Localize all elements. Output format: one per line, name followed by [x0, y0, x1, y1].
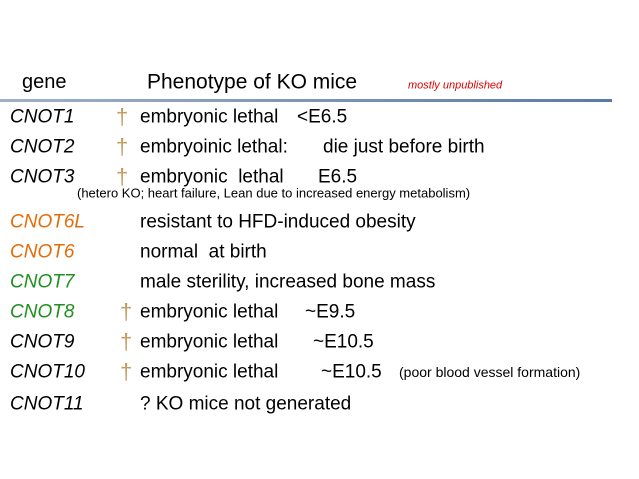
lethal-mark: † [120, 299, 133, 324]
lethal-mark: † [116, 164, 129, 189]
phenotype: embryoinic lethal: [140, 136, 288, 158]
lethal-mark: † [116, 134, 129, 159]
gene-name: CNOT11 [10, 393, 84, 415]
title-note: mostly unpublished [408, 79, 503, 92]
lethal-mark: † [120, 359, 133, 384]
phenotype: embryonic lethal [140, 106, 279, 128]
phenotype: normal at birth [140, 241, 267, 263]
gene-name: CNOT1 [10, 106, 75, 128]
gene-name: CNOT6 [10, 241, 75, 263]
side-note: (poor blood vessel formation) [399, 364, 581, 380]
gene-name: CNOT6L [10, 211, 85, 233]
header-rule [0, 99, 612, 102]
phenotype: embryonic lethal [140, 301, 279, 323]
gene-name: CNOT3 [10, 166, 75, 188]
slide-title: Phenotype of KO mice [147, 70, 358, 94]
stage: E6.5 [318, 166, 358, 188]
phenotype: embryonic lethal [140, 166, 284, 188]
stage: ~E10.5 [313, 331, 374, 353]
detail: (hetero KO; heart failure, Lean due to i… [77, 185, 471, 201]
stage: ~E9.5 [305, 301, 356, 323]
lethal-mark: † [116, 104, 129, 129]
phenotype: male sterility, increased bone mass [140, 271, 436, 293]
column-header: gene [22, 71, 67, 93]
gene-name: CNOT8 [10, 301, 75, 323]
stage: ~E10.5 [321, 361, 382, 383]
gene-name: CNOT9 [10, 331, 75, 353]
gene-name: CNOT7 [10, 271, 75, 293]
gene-name: CNOT2 [10, 136, 75, 158]
phenotype: embryonic lethal [140, 331, 279, 353]
stage: die just before birth [323, 136, 485, 158]
lethal-mark: † [120, 329, 133, 354]
stage: <E6.5 [297, 106, 348, 128]
phenotype: resistant to HFD-induced obesity [140, 211, 416, 233]
phenotype: embryonic lethal [140, 361, 279, 383]
gene-name: CNOT10 [10, 361, 85, 383]
phenotype: ? KO mice not generated [140, 393, 352, 415]
